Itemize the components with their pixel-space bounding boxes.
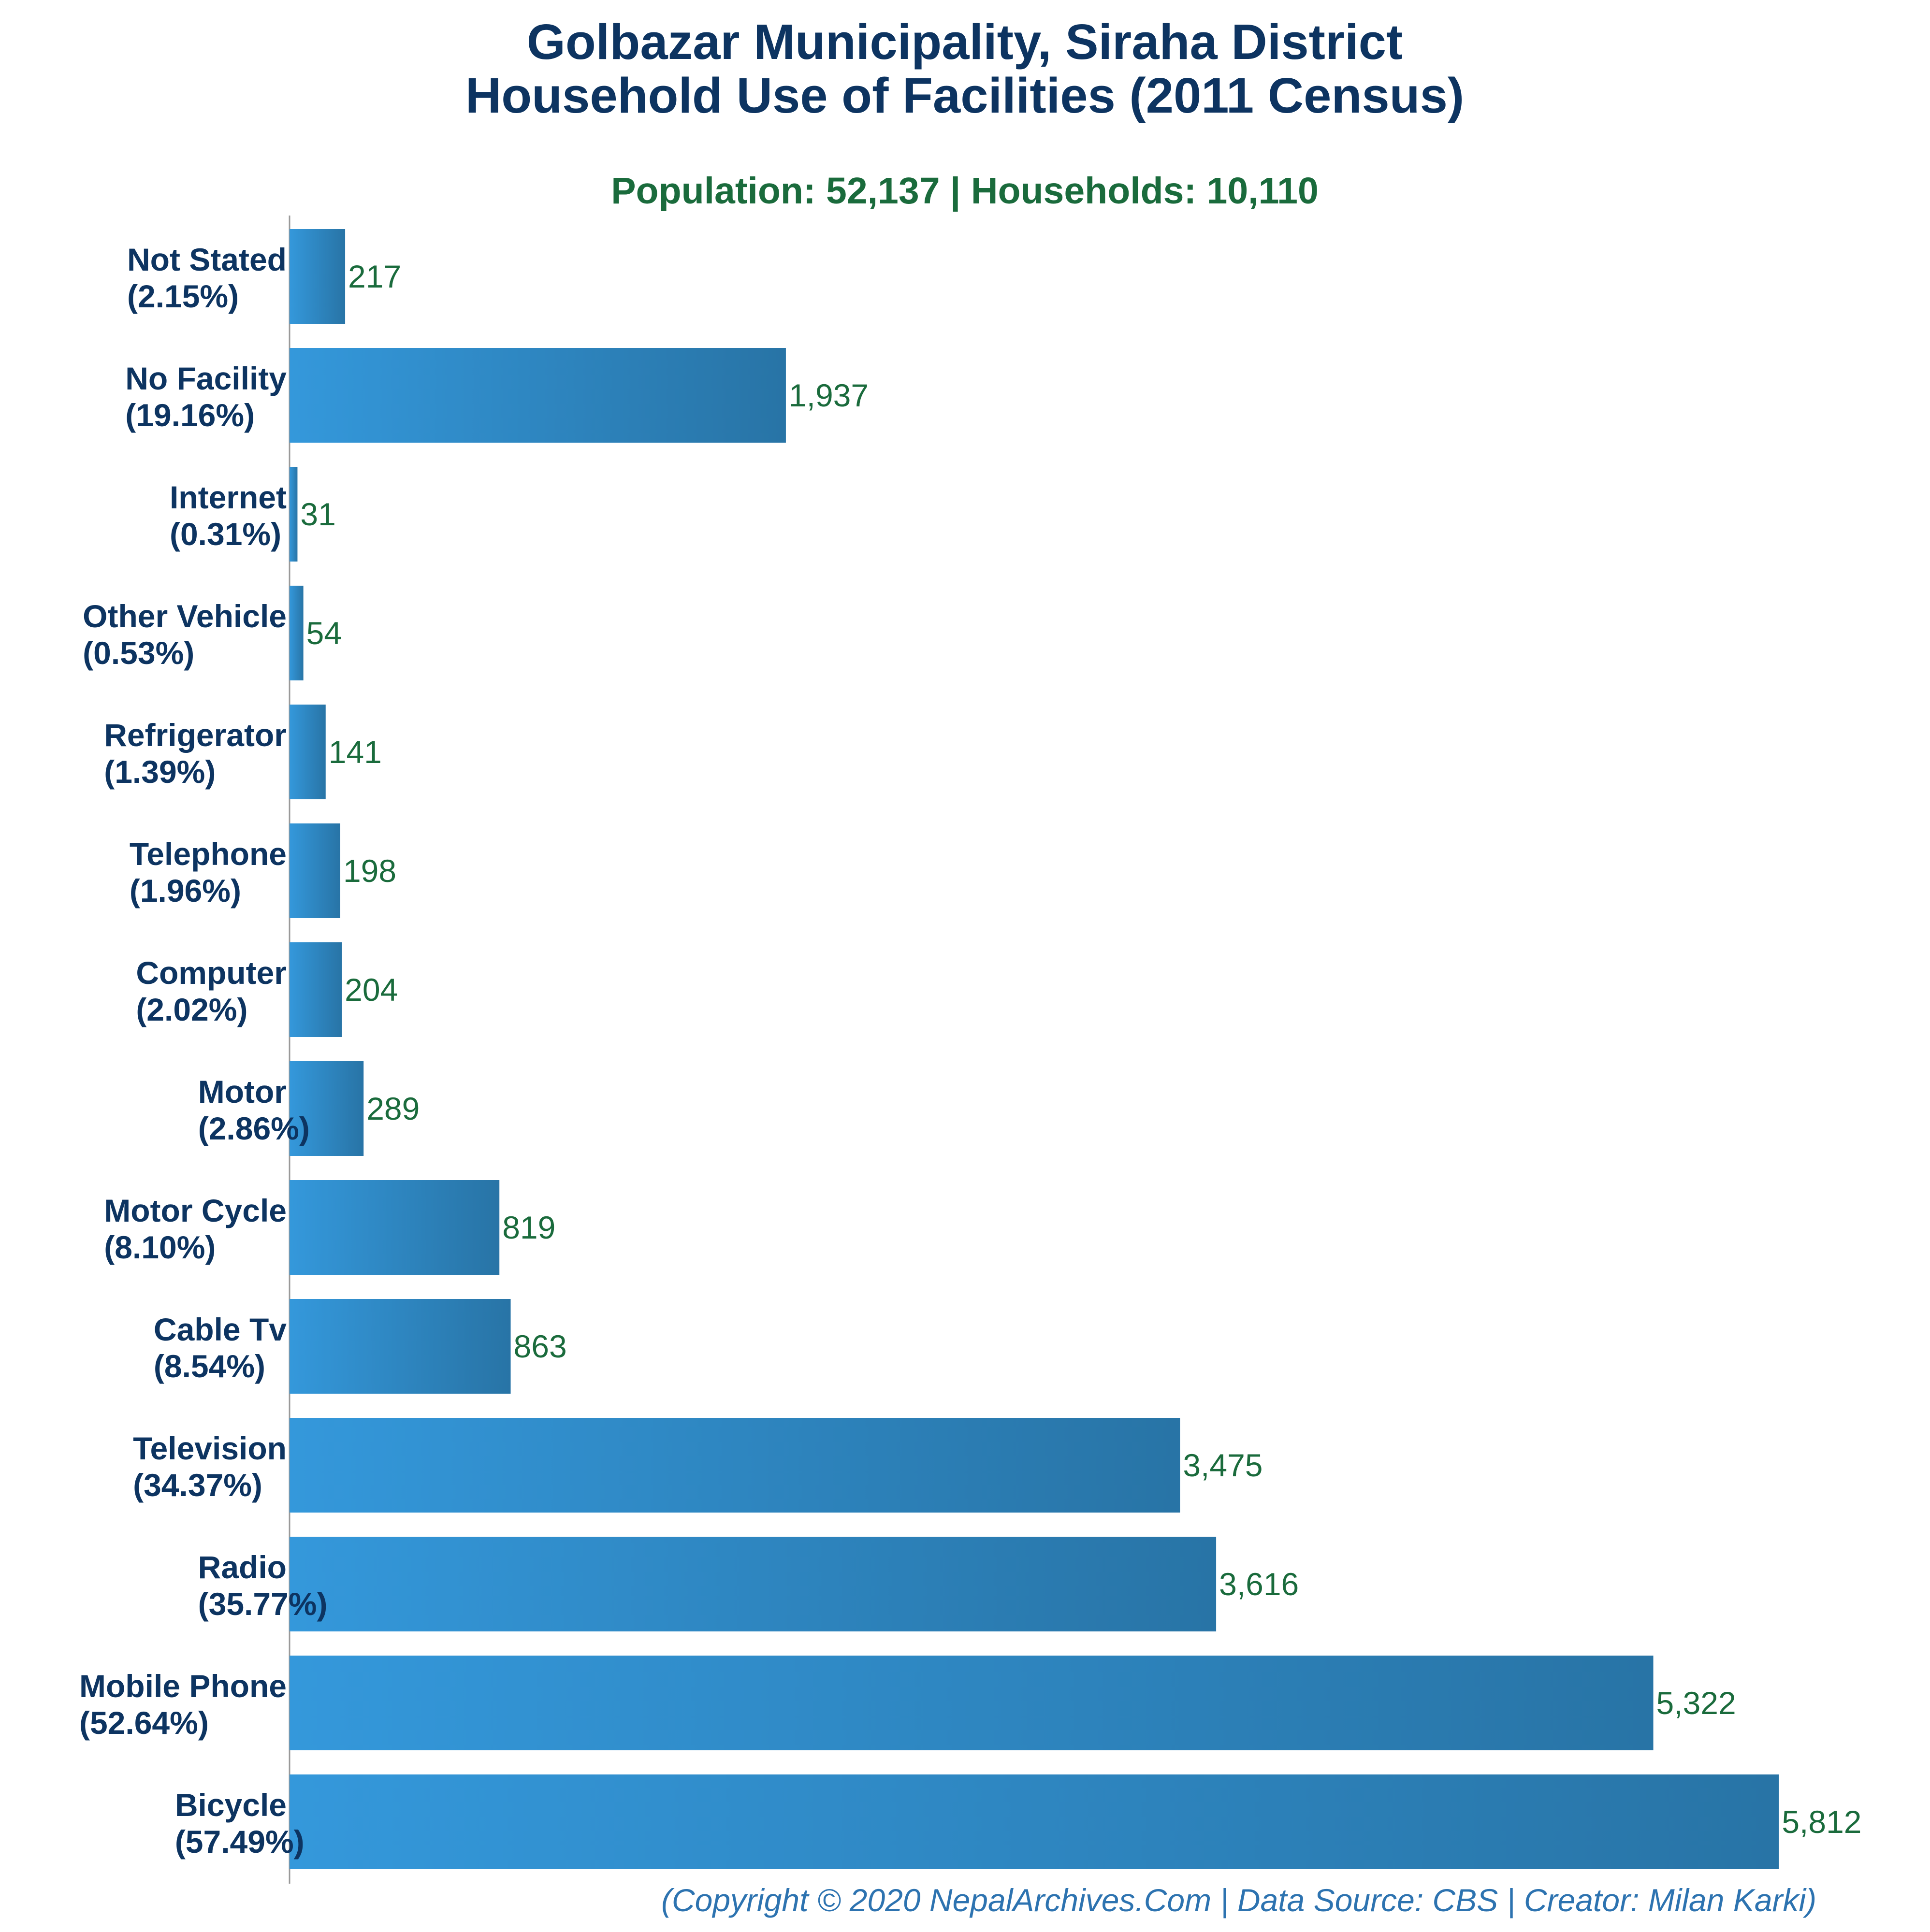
value-label: 819	[502, 1210, 555, 1245]
value-label: 3,475	[1183, 1447, 1262, 1483]
category-percent-label: (35.77%)	[198, 1586, 328, 1622]
category-percent-label: (2.15%)	[127, 278, 239, 314]
bar-radio	[290, 1537, 1217, 1631]
bar-motor-cycle	[290, 1180, 500, 1275]
value-label: 863	[514, 1328, 567, 1364]
category-label: Motor	[198, 1074, 287, 1110]
category-label: Internet	[170, 479, 287, 515]
category-label: Other Vehicle	[83, 598, 287, 634]
category-label: Not Stated	[127, 242, 287, 277]
value-label: 289	[366, 1091, 420, 1126]
value-label: 31	[300, 496, 335, 532]
category-percent-label: (0.31%)	[170, 516, 281, 552]
category-percent-label: (0.53%)	[83, 635, 194, 671]
category-label: Refrigerator	[104, 717, 287, 753]
value-label: 5,812	[1782, 1804, 1861, 1840]
bar-motor	[290, 1061, 364, 1156]
category-percent-label: (1.96%)	[130, 873, 241, 908]
bars-group: 217 Not Stated(2.15%) 1,937 No Facility(19.…	[79, 229, 1862, 1869]
bar-computer	[290, 942, 342, 1037]
category-label: Computer	[136, 955, 287, 991]
value-label: 54	[306, 615, 342, 651]
category-label: Telephone	[130, 836, 287, 872]
chart-subtitle: Population: 52,137 | Households: 10,110	[611, 170, 1319, 212]
bar-other-vehicle	[290, 586, 304, 680]
bar-not-stated	[290, 229, 346, 324]
value-label: 1,937	[789, 377, 869, 413]
category-percent-label: (34.37%)	[133, 1467, 262, 1503]
bar-refrigerator	[290, 705, 326, 799]
value-label: 198	[343, 853, 396, 889]
chart-title-line-2: Household Use of Facilities (2011 Census…	[465, 68, 1464, 123]
bar-no-facility	[290, 348, 786, 443]
category-label: Motor Cycle	[104, 1193, 287, 1228]
category-label: Mobile Phone	[79, 1668, 287, 1704]
category-label: No Facility	[125, 360, 287, 396]
category-percent-label: (19.16%)	[125, 397, 255, 433]
category-label: Bicycle	[175, 1787, 287, 1823]
bar-mobile-phone	[290, 1656, 1654, 1750]
category-percent-label: (52.64%)	[79, 1705, 209, 1741]
value-label: 3,616	[1219, 1566, 1299, 1602]
bar-internet	[290, 467, 298, 562]
bar-bicycle	[290, 1774, 1779, 1869]
category-label: Cable Tv	[154, 1312, 287, 1347]
value-label: 204	[345, 972, 398, 1008]
category-percent-label: (1.39%)	[104, 754, 216, 790]
value-label: 5,322	[1656, 1685, 1736, 1721]
category-label: Television	[133, 1430, 287, 1466]
category-label: Radio	[198, 1549, 287, 1585]
value-label: 141	[329, 734, 382, 770]
category-percent-label: (2.02%)	[136, 992, 247, 1027]
bar-television	[290, 1418, 1180, 1513]
chart-title-line-1: Golbazar Municipality, Siraha District	[527, 14, 1403, 70]
category-percent-label: (2.86%)	[198, 1110, 310, 1146]
category-percent-label: (8.10%)	[104, 1229, 216, 1265]
chart-footer: (Copyright © 2020 NepalArchives.Com | Da…	[661, 1882, 1816, 1919]
category-percent-label: (8.54%)	[154, 1348, 265, 1384]
bar-cable-tv	[290, 1299, 511, 1394]
bar-telephone	[290, 823, 340, 918]
category-percent-label: (57.49%)	[175, 1824, 305, 1860]
value-label: 217	[348, 259, 401, 294]
